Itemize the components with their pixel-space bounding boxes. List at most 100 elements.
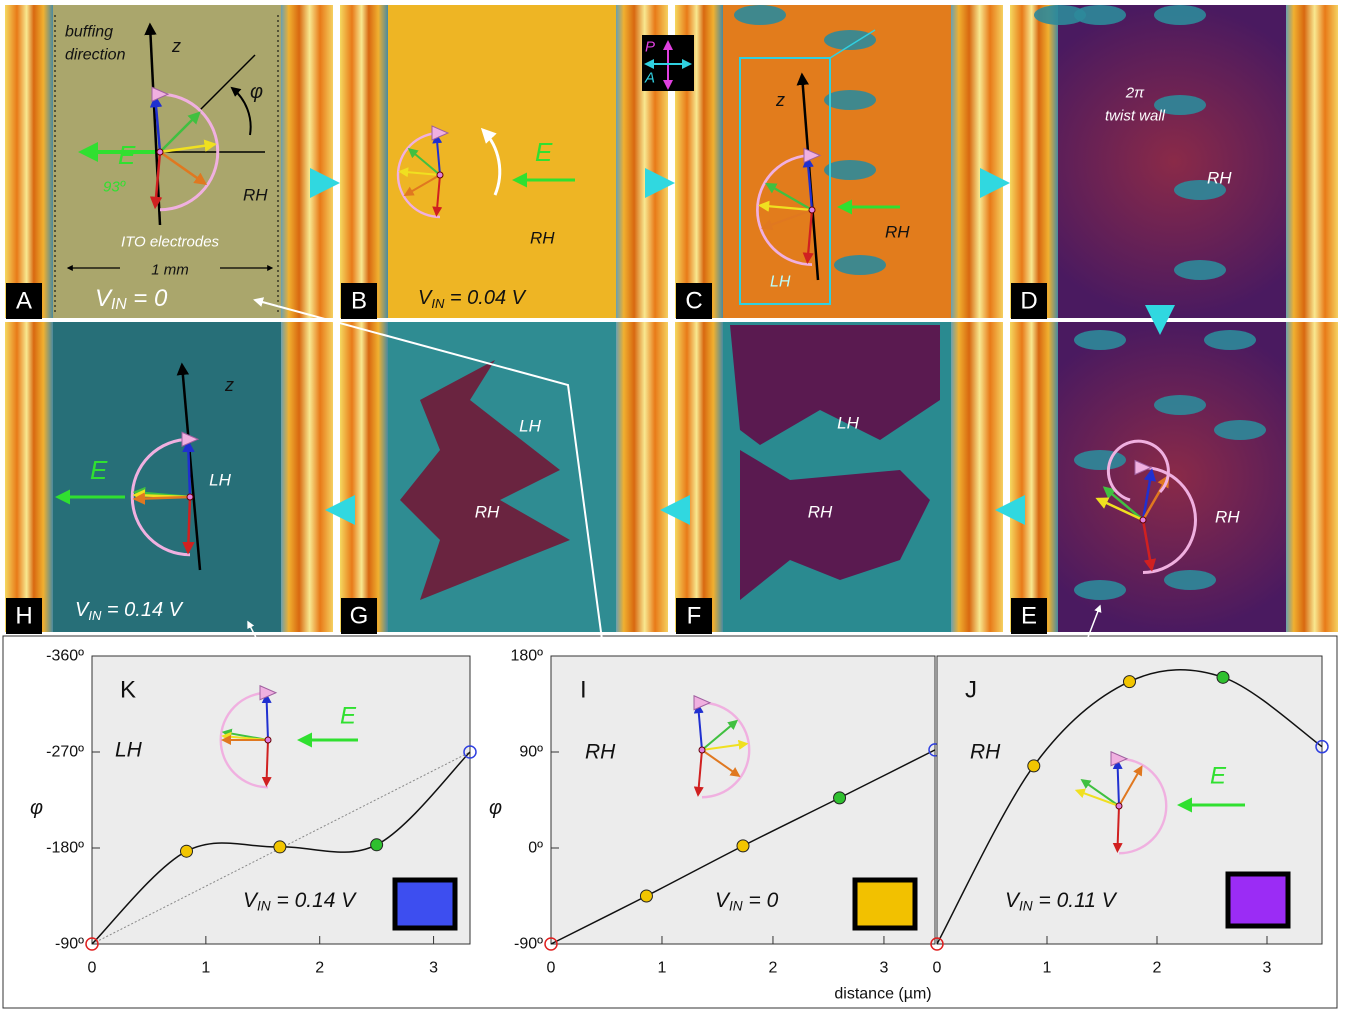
panel-label: F [687,603,702,630]
y-tick-label: 180º [510,648,543,665]
electrode-stripe [340,322,388,632]
electrode-stripe [281,5,333,318]
label: twist wall [1105,108,1166,125]
electrode-stripe [5,322,53,632]
plot-label: K [120,677,136,704]
data-point [640,890,652,902]
handedness-label: RH [585,741,616,764]
data-point [1124,676,1136,688]
domain [1154,395,1206,415]
domain [1174,260,1226,280]
x-tick-label: 2 [1153,960,1162,977]
y-axis-label: φ [30,797,43,819]
voltage-value: = 0.14 V [101,599,183,621]
y-tick-label: -90º [55,936,84,953]
voltage-value: = 0.11 V [1033,889,1118,912]
label: buffing [65,24,113,41]
electrode-stripe [616,322,668,632]
figure: Abuffing direction z φ E 93º RH ITO electrodes 1… [0,0,1347,1011]
vector-origin [699,747,705,753]
data-point [371,839,383,851]
voltage-subscript: IN [111,296,127,313]
vector-origin [265,737,271,743]
panel-label: E [1021,603,1037,630]
color-swatch [395,880,455,928]
label: 1 mm [151,262,189,279]
voltage-subscript: IN [729,898,743,913]
domain [734,5,786,25]
plot-label: I [580,677,587,704]
domain [824,160,876,180]
domain [1074,5,1126,25]
label: φ [250,81,263,103]
panel-label: D [1020,288,1037,315]
domain [1074,450,1126,470]
electrode-stripe [340,5,388,318]
voltage-label: VIN = 0 [95,285,168,313]
data-point [1028,760,1040,772]
voltage-subscript: IN [431,296,445,311]
y-tick-label: -360º [46,648,84,665]
y-tick-label: -270º [46,744,84,761]
voltage-subscript: IN [88,608,102,623]
field-label: E [1210,763,1227,790]
handedness-label: RH [970,741,1001,764]
label: RH [808,503,833,522]
label: RH [475,503,500,522]
voltage-value: = 0 [743,889,779,912]
label: z [775,90,785,110]
electrode-stripe [951,322,1003,632]
x-tick-label: 1 [201,960,210,977]
vector-origin [157,149,163,155]
electrode-stripe [675,322,723,632]
data-point [181,845,193,857]
label: RH [885,223,910,242]
y-axis-label: φ [489,797,502,819]
electrode-stripe [1010,322,1058,632]
electrode-stripe [281,322,333,632]
label: RH [530,229,555,248]
label: LH [519,417,541,436]
panel-label: A [16,288,32,315]
domain [1164,570,1216,590]
label: 2π [1125,85,1145,102]
voltage-value: = 0.14 V [271,889,358,912]
domain [824,30,876,50]
label: ITO electrodes [121,234,220,251]
domain [1154,5,1206,25]
label: z [224,375,234,395]
color-swatch [1228,874,1288,926]
x-tick-label: 0 [547,960,556,977]
label: E [118,140,136,170]
voltage-subscript: IN [257,898,271,913]
domain [834,255,886,275]
label: P [645,39,655,56]
vector-origin [437,172,443,178]
page: Abuffing direction z φ E 93º RH ITO electrodes 1… [0,0,1347,1011]
domain [1074,330,1126,350]
label: direction [65,47,126,64]
field-label: E [340,703,357,730]
voltage-label: VIN = 0 [715,889,779,913]
label: LH [837,414,859,433]
label: 93º [103,179,127,196]
y-tick-label: 90º [519,744,543,761]
label: RH [1215,508,1240,527]
data-point [274,841,286,853]
plot-label: J [965,677,977,704]
electrode-stripe [1286,322,1338,632]
electrode-stripe [1286,5,1338,318]
voltage-value: = 0 [127,285,168,312]
label: z [171,36,181,56]
label: E [535,137,553,167]
domain [1214,420,1266,440]
label: RH [1207,169,1232,188]
data-point [834,792,846,804]
electrode-stripe [1010,5,1058,318]
label: RH [243,186,268,205]
panel-label: B [351,288,367,315]
panel-label: C [685,288,702,315]
x-tick-label: 1 [1043,960,1052,977]
data-point [1217,671,1229,683]
domain [1074,580,1126,600]
